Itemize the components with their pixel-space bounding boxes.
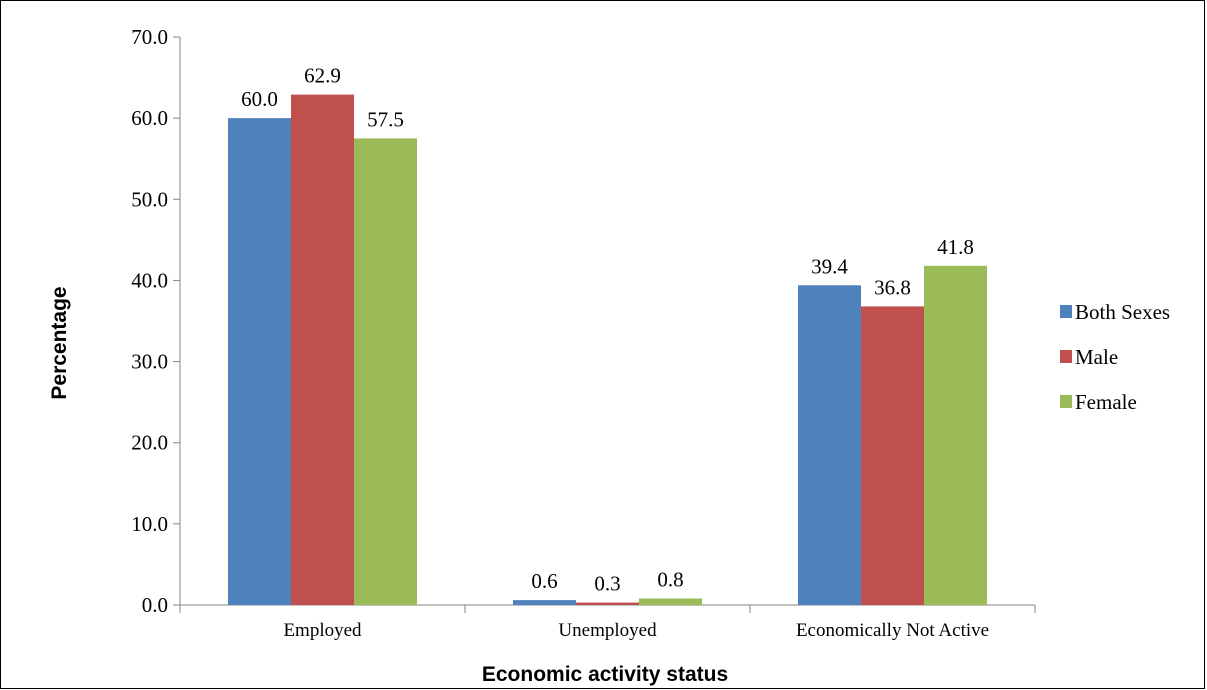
data-label: 0.3 xyxy=(594,572,620,596)
bar xyxy=(291,94,354,606)
y-tick-label: 30.0 xyxy=(131,350,168,374)
bar xyxy=(228,118,291,606)
data-label: 0.8 xyxy=(657,568,683,592)
data-labels: 60.0 62.9 57.5 0.6 0.3 0.8 39.4 36.8 41.8 xyxy=(241,64,974,596)
bars xyxy=(228,94,987,606)
data-label: 60.0 xyxy=(241,87,278,111)
data-label: 0.6 xyxy=(531,569,557,593)
x-axis-title: Economic activity status xyxy=(482,663,728,686)
data-label: 41.8 xyxy=(937,235,974,259)
x-category-label: Unemployed xyxy=(558,620,657,641)
legend: Both Sexes Male Female xyxy=(1060,300,1170,414)
x-category-label: Economically Not Active xyxy=(796,620,989,641)
data-label: 36.8 xyxy=(874,275,911,299)
bar xyxy=(639,598,702,605)
y-tick-label: 20.0 xyxy=(131,431,168,455)
bar xyxy=(924,265,987,605)
bar xyxy=(861,306,924,605)
legend-swatch xyxy=(1060,305,1072,318)
x-axis: Employed Unemployed Economically Not Activ… xyxy=(179,604,1036,641)
y-tick-label: 70.0 xyxy=(131,25,168,49)
y-tick-label: 50.0 xyxy=(131,187,168,211)
legend-label: Female xyxy=(1075,390,1137,414)
data-label: 39.4 xyxy=(811,254,848,278)
legend-label: Male xyxy=(1075,345,1118,369)
data-label: 62.9 xyxy=(304,64,341,88)
bar xyxy=(354,138,417,605)
bar xyxy=(576,602,639,605)
legend-label: Both Sexes xyxy=(1075,300,1170,324)
y-tick-label: 40.0 xyxy=(131,268,168,292)
y-tick-label: 60.0 xyxy=(131,106,168,130)
bar xyxy=(798,285,861,605)
legend-swatch xyxy=(1060,395,1072,408)
legend-swatch xyxy=(1060,350,1072,363)
y-axis-title: Percentage xyxy=(48,286,71,399)
y-tick-label: 0.0 xyxy=(142,593,168,617)
bar xyxy=(513,600,576,605)
y-tick-label: 10.0 xyxy=(131,512,168,536)
data-label: 57.5 xyxy=(367,107,404,131)
x-category-label: Employed xyxy=(283,620,362,641)
y-axis: 0.0 10.0 20.0 30.0 40.0 50.0 60.0 70.0 xyxy=(131,25,181,617)
